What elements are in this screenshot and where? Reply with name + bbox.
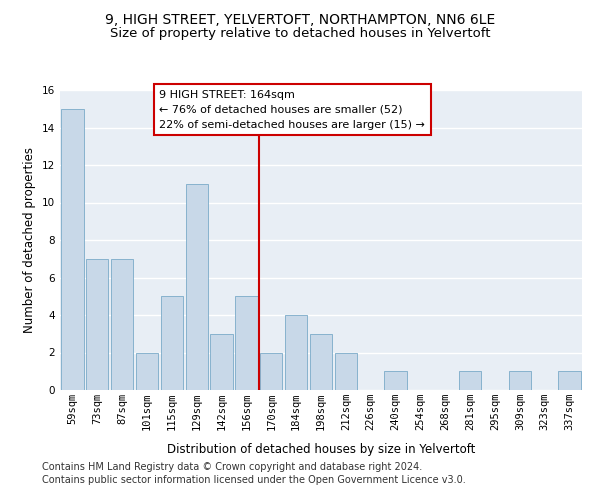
Text: 9 HIGH STREET: 164sqm
← 76% of detached houses are smaller (52)
22% of semi-deta: 9 HIGH STREET: 164sqm ← 76% of detached … (160, 90, 425, 130)
Bar (385, 371, 407, 390)
Bar (285, 315, 307, 390)
Text: Contains HM Land Registry data © Crown copyright and database right 2024.: Contains HM Land Registry data © Crown c… (42, 462, 422, 472)
Y-axis label: Number of detached properties: Number of detached properties (23, 147, 37, 333)
Bar (310, 334, 332, 390)
Bar (185, 184, 208, 390)
Bar (509, 371, 531, 390)
Bar (161, 296, 183, 390)
Text: 9, HIGH STREET, YELVERTOFT, NORTHAMPTON, NN6 6LE: 9, HIGH STREET, YELVERTOFT, NORTHAMPTON,… (105, 12, 495, 26)
Bar (111, 259, 133, 390)
Bar (559, 371, 581, 390)
Bar (235, 296, 257, 390)
Bar (335, 352, 357, 390)
Bar (136, 352, 158, 390)
Text: Contains public sector information licensed under the Open Government Licence v3: Contains public sector information licen… (42, 475, 466, 485)
Bar (260, 352, 283, 390)
Bar (86, 259, 109, 390)
Bar (61, 109, 83, 390)
Text: Size of property relative to detached houses in Yelvertoft: Size of property relative to detached ho… (110, 28, 490, 40)
Bar (211, 334, 233, 390)
Text: Distribution of detached houses by size in Yelvertoft: Distribution of detached houses by size … (167, 442, 475, 456)
Bar (459, 371, 481, 390)
